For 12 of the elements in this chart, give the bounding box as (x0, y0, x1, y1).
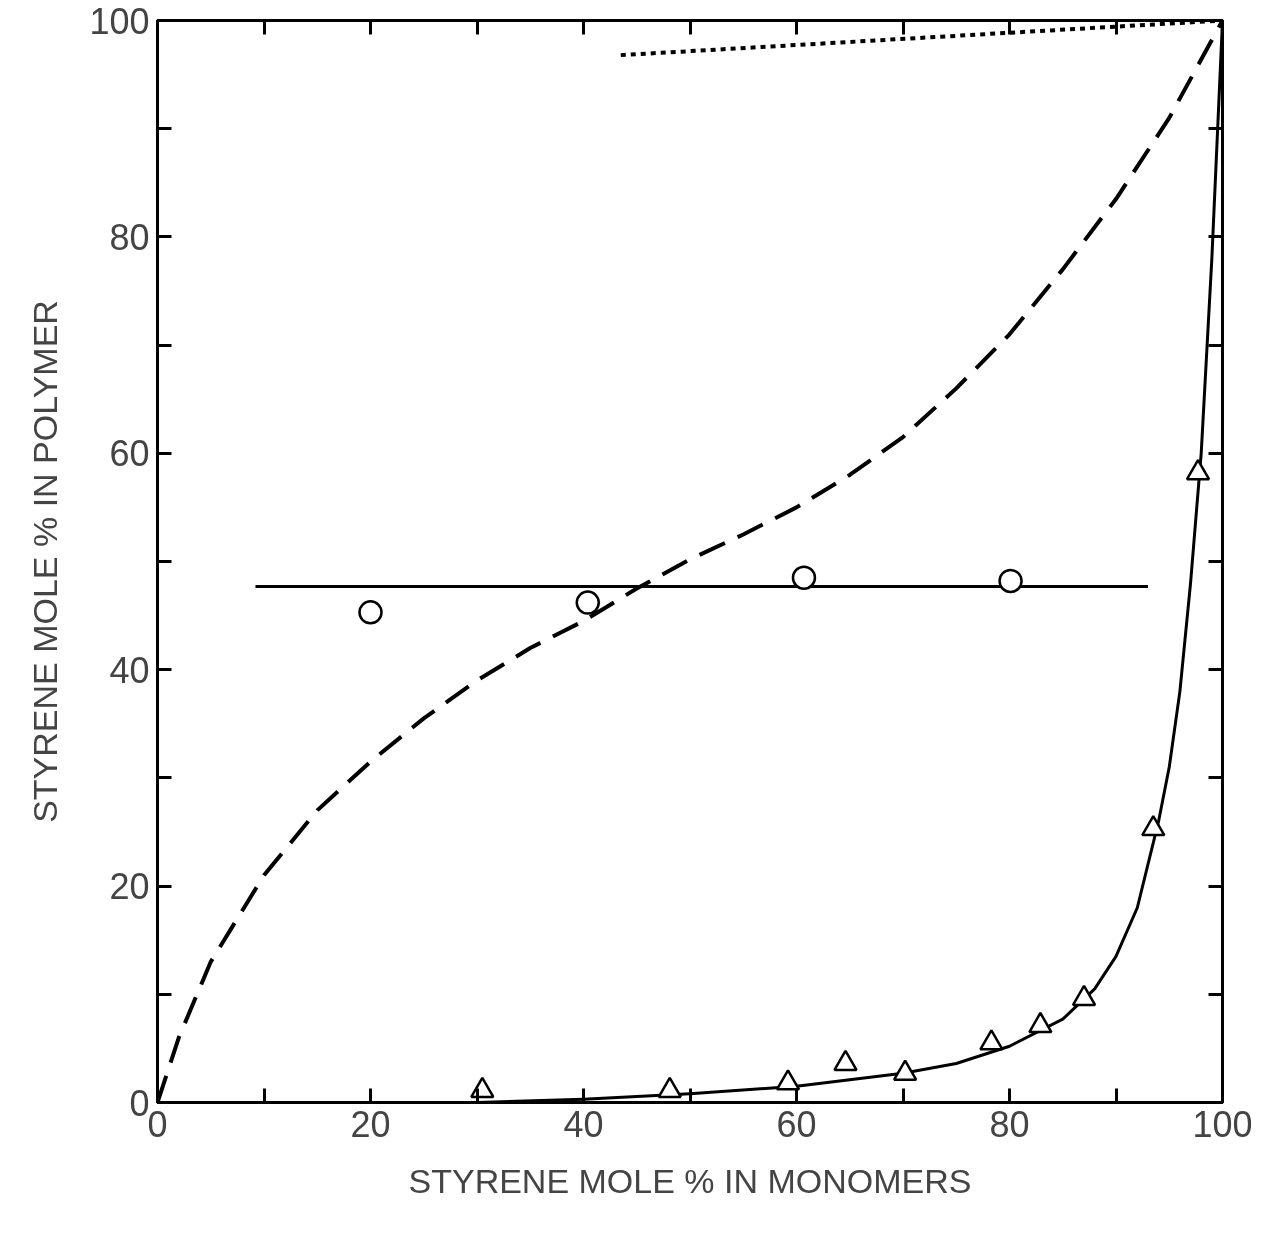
x-tick-label: 100 (1192, 1103, 1253, 1145)
x-tick-label: 40 (563, 1103, 604, 1145)
x-tick-label: 60 (776, 1103, 817, 1145)
y-tick-label: 40 (109, 649, 150, 691)
x-tick-label: 20 (350, 1103, 391, 1145)
y-tick-label: 20 (109, 866, 150, 908)
x-axis-title: STYRENE MOLE % IN MONOMERS (408, 1161, 972, 1200)
y-tick-label: 80 (109, 216, 150, 258)
x-tick-label: 80 (989, 1103, 1030, 1145)
y-tick-label: 100 (89, 0, 150, 42)
y-tick-label: 60 (109, 433, 150, 475)
y-axis-title: STYRENE MOLE % IN POLYMER (26, 300, 65, 823)
